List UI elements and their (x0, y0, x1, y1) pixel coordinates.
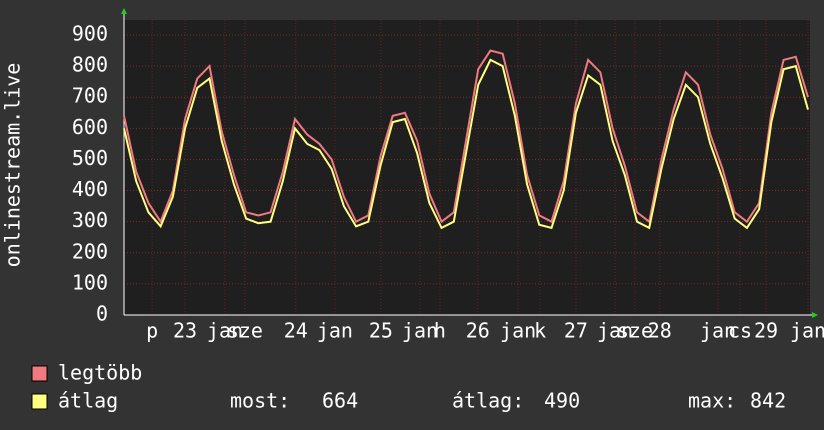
series-line (123, 58, 809, 230)
x-tick-label: jan (700, 319, 736, 343)
x-tick-label: 29 (754, 319, 778, 343)
x-tick-label: 28 (648, 319, 672, 343)
x-tick-label: jan (500, 319, 536, 343)
x-tick-label: sze (617, 319, 653, 343)
stat-label: most: (230, 389, 290, 413)
legend-swatch (31, 393, 48, 410)
x-tick-label: jan (790, 319, 824, 343)
x-tick-label: jan (402, 319, 438, 343)
y-tick-label: 100 (72, 270, 108, 294)
legend-label: átlag (58, 389, 118, 413)
x-tick-label: jan (207, 319, 243, 343)
x-tick-label: p (146, 319, 158, 343)
x-tick-label: 27 (564, 319, 588, 343)
x-tick-label: 24 (284, 319, 308, 343)
stat-label: átlag: (452, 389, 524, 413)
stat-value: 842 (750, 389, 786, 413)
x-tick-label: jan (317, 319, 353, 343)
x-tick-label: k (534, 319, 546, 343)
x-tick-label: jan (597, 319, 633, 343)
y-tick-label: 700 (72, 84, 108, 108)
series-line (123, 49, 809, 224)
y-tick-label: 800 (72, 53, 108, 77)
y-tick-label: 900 (72, 22, 108, 46)
y-tick-label: 300 (72, 208, 108, 232)
x-tick-label: 23 (173, 319, 197, 343)
arrow (812, 312, 818, 318)
plot-area (124, 20, 810, 315)
legend-label: legtöbb (58, 361, 142, 385)
y-tick-label: 400 (72, 177, 108, 201)
x-tick-label: cs (728, 319, 752, 343)
y-tick-label: 200 (72, 239, 108, 263)
y-tick-label: 600 (72, 115, 108, 139)
legend-swatch (31, 365, 48, 382)
stat-value: 490 (544, 389, 580, 413)
x-tick-label: sze (227, 319, 263, 343)
stat-label: max: (688, 389, 736, 413)
x-tick-label: 26 (466, 319, 490, 343)
y-tick-label: 0 (96, 302, 108, 326)
x-tick-label: h (434, 319, 446, 343)
arrow (121, 8, 127, 14)
y-axis-label: onlinestream.live (1, 63, 25, 268)
y-tick-label: 500 (72, 146, 108, 170)
stat-value: 664 (322, 389, 358, 413)
x-tick-label: 25 (369, 319, 393, 343)
